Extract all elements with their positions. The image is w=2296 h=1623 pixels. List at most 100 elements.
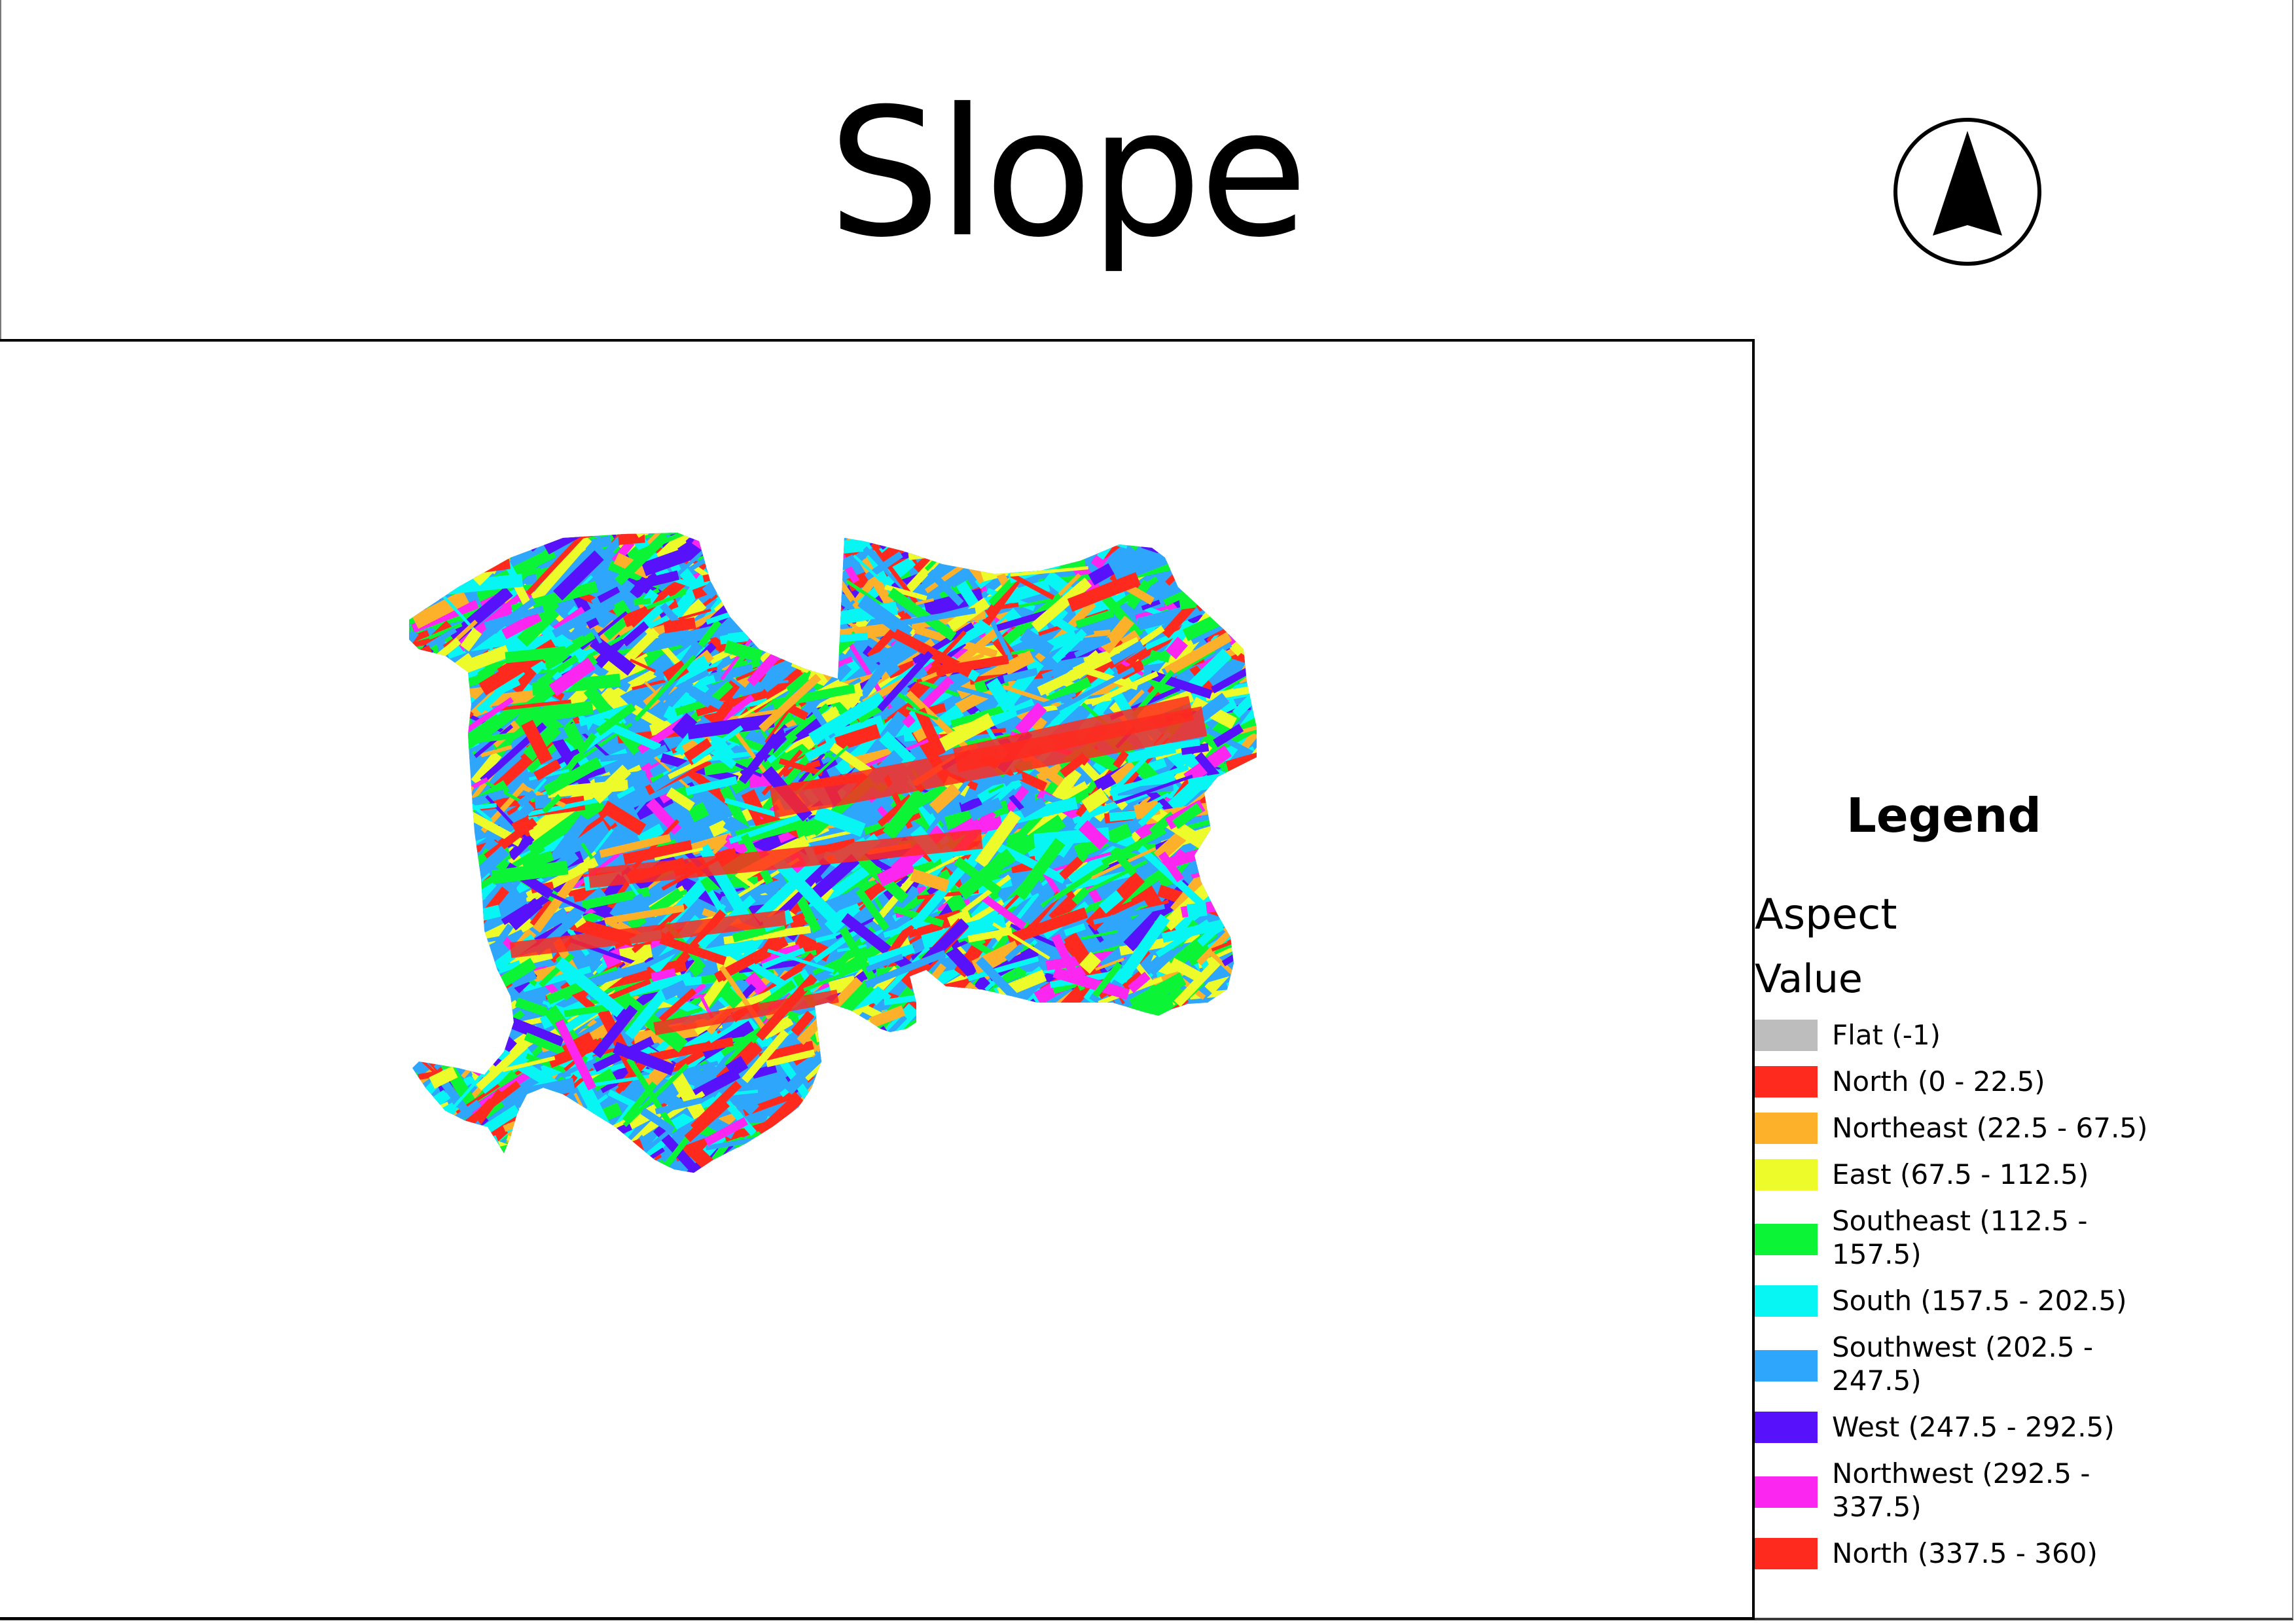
raster-streak (409, 533, 422, 555)
raster-streak (409, 533, 438, 572)
raster-streak (1113, 550, 1170, 584)
raster-streak (993, 1141, 1046, 1173)
raster-streak (1128, 1052, 1208, 1104)
raster-streak (1198, 533, 1219, 537)
raster-streak (929, 783, 961, 813)
raster-streak (975, 810, 1021, 868)
raster-streak (529, 1132, 596, 1152)
raster-streak (1218, 1152, 1257, 1173)
raster-streak (1117, 1081, 1147, 1114)
raster-streak (1010, 573, 1055, 600)
raster-streak (981, 1167, 1011, 1173)
raster-streak (721, 1163, 761, 1173)
raster-streak (1084, 1006, 1109, 1024)
raster-streak (967, 955, 1039, 982)
raster-streak (431, 950, 454, 965)
raster-streak (1172, 1101, 1195, 1108)
raster-streak (659, 935, 726, 965)
raster-streak (1190, 1014, 1237, 1037)
legend-label: Southwest (202.5 - 247.5) (1832, 1331, 2094, 1397)
raster-streak (1105, 1143, 1156, 1173)
raster-streak (409, 533, 450, 554)
raster-streak (428, 543, 454, 565)
raster-streak (409, 813, 442, 852)
raster-streak (760, 666, 789, 692)
raster-streak (412, 560, 437, 586)
raster-streak (520, 1111, 547, 1131)
raster-streak (1145, 945, 1177, 976)
raster-streak (459, 1160, 480, 1173)
raster-streak (836, 1105, 876, 1145)
raster-streak (425, 678, 474, 724)
raster-streak (1193, 533, 1215, 551)
raster-streak (1240, 718, 1257, 734)
raster-streak (965, 1003, 1000, 1038)
raster-streak (873, 986, 891, 1002)
raster-streak (978, 1117, 1013, 1143)
legend-item: Northwest (292.5 - 337.5) (1755, 1457, 2159, 1524)
raster-streak (822, 1025, 864, 1061)
raster-streak (1178, 1135, 1244, 1173)
raster-streak (852, 1050, 890, 1088)
raster-streak (881, 1088, 903, 1111)
raster-streak (1081, 787, 1109, 813)
raster-streak (736, 533, 803, 556)
raster-streak (634, 597, 651, 606)
legend-label: North (337.5 - 360) (1832, 1537, 2098, 1569)
raster-streak (441, 1140, 472, 1172)
raster-streak (706, 610, 736, 625)
raster-streak (1228, 1065, 1257, 1122)
raster-streak (736, 533, 761, 539)
raster-streak (1048, 1001, 1113, 1053)
raster-streak (409, 1152, 425, 1173)
raster-streak (1237, 656, 1257, 684)
raster-streak (1053, 1029, 1098, 1085)
raster-streak (628, 972, 692, 997)
raster-streak (626, 1057, 677, 1133)
raster-streak (945, 1155, 986, 1173)
raster-streak (622, 840, 693, 865)
legend-swatch (1755, 1412, 1818, 1443)
raster-streak (1045, 533, 1085, 548)
raster-streak (467, 961, 500, 993)
raster-streak (490, 1142, 528, 1158)
raster-streak (602, 1160, 640, 1171)
raster-streak (423, 765, 466, 793)
raster-streak (884, 584, 927, 601)
raster-streak (599, 834, 672, 858)
raster-streak (409, 980, 463, 1026)
raster-streak (708, 533, 745, 546)
raster-streak (463, 1135, 500, 1158)
raster-streak (409, 772, 426, 825)
raster-streak (632, 893, 658, 926)
raster-streak (1247, 637, 1257, 672)
raster-streak (409, 652, 432, 675)
raster-streak (751, 1063, 778, 1079)
raster-streak (920, 1097, 985, 1155)
raster-streak (1247, 1080, 1257, 1106)
raster-streak (875, 533, 925, 550)
raster-streak (423, 1130, 474, 1173)
raster-streak (1081, 929, 1119, 940)
raster-streak (646, 590, 687, 610)
raster-streak (947, 533, 987, 548)
raster-streak (1253, 543, 1257, 555)
raster-streak (768, 852, 839, 923)
raster-streak (444, 947, 484, 971)
raster-streak (1131, 1079, 1198, 1122)
raster-streak (1158, 1115, 1240, 1142)
raster-streak (542, 1152, 563, 1167)
raster-streak (993, 1128, 1024, 1156)
raster-streak (1236, 582, 1257, 595)
raster-streak (954, 857, 1002, 896)
raster-streak (427, 679, 449, 700)
raster-streak (409, 852, 444, 876)
raster-streak (1128, 533, 1172, 551)
raster-streak (1196, 533, 1236, 560)
raster-streak (448, 1164, 473, 1173)
raster-streak (950, 1089, 995, 1107)
raster-streak (1245, 1020, 1257, 1051)
raster-streak (409, 902, 423, 927)
raster-streak (867, 1137, 902, 1173)
raster-streak (1091, 1004, 1143, 1044)
